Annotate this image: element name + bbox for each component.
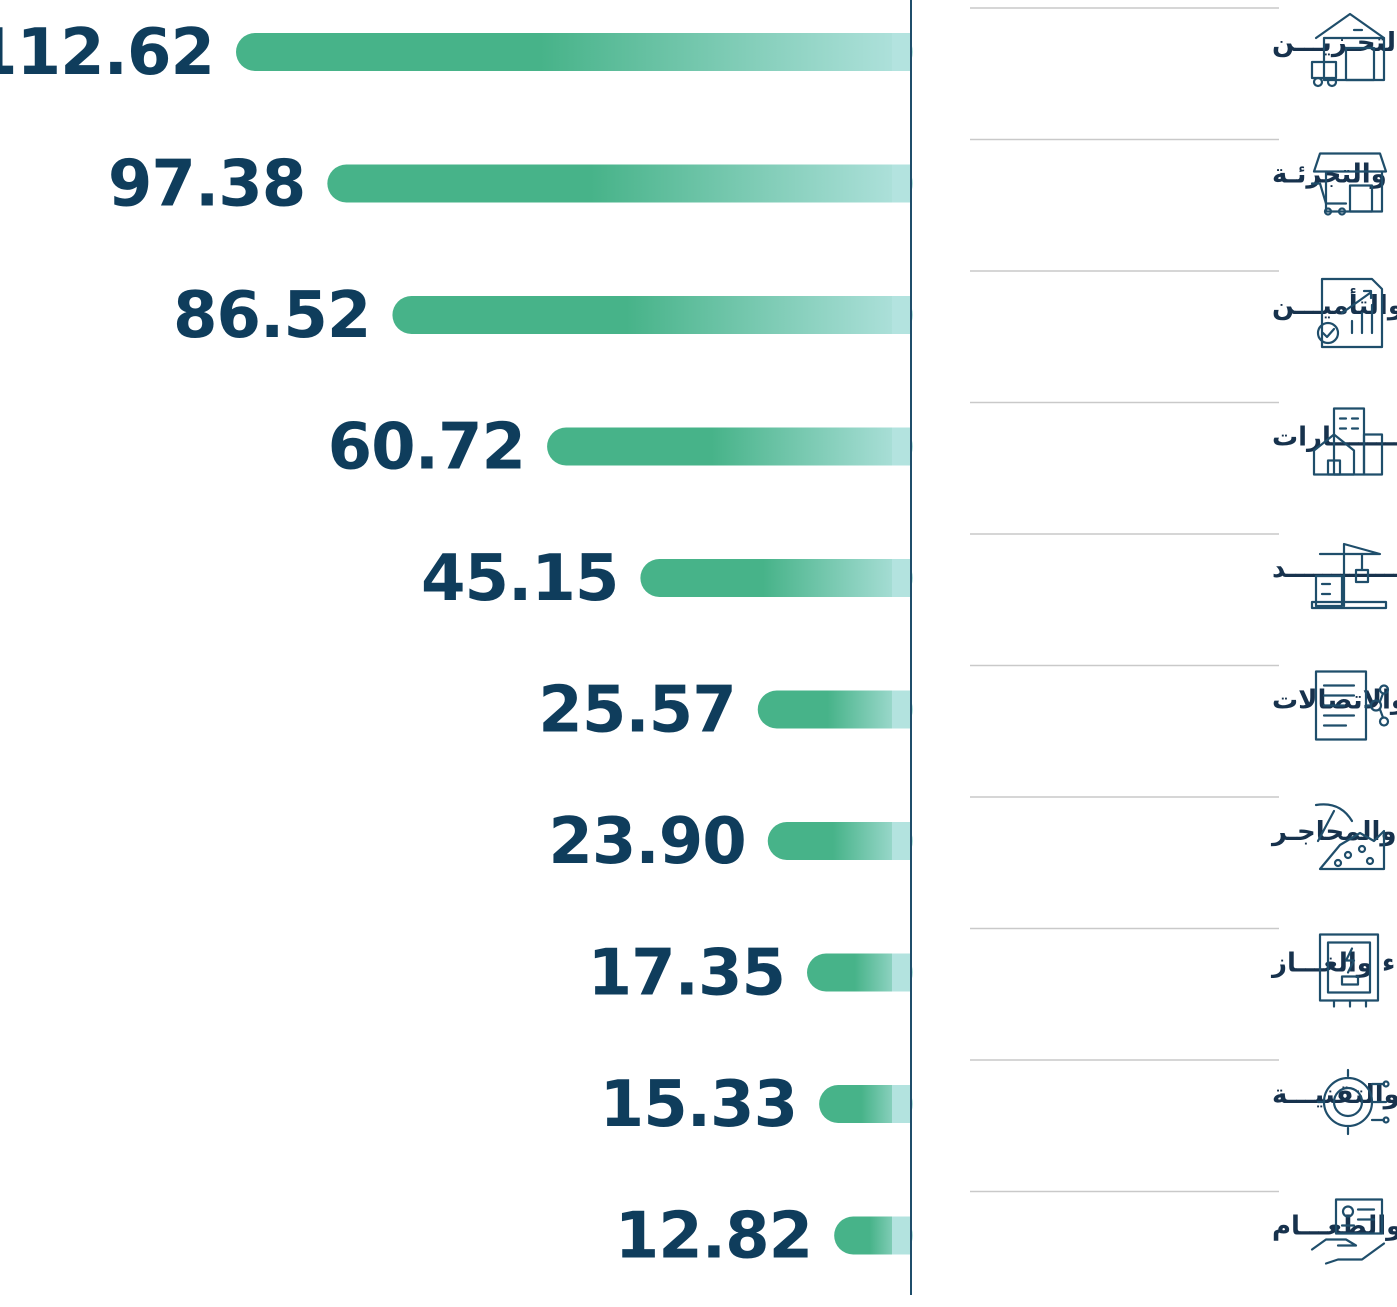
bar-value-label: 97.38 <box>108 148 305 222</box>
bar-value-label: 25.57 <box>538 674 735 748</box>
bar-value-label: 112.62 <box>0 16 214 90</box>
category-label: الكهربــــاء والغـــاز <box>1270 949 1397 979</box>
category-label: الإقامـــة والطعـــام <box>1272 1212 1397 1242</box>
bar-value-label: 15.33 <box>600 1068 797 1142</box>
bar-value-label: 12.82 <box>615 1200 812 1274</box>
finance-report-icon <box>1316 277 1384 349</box>
category-label: تجارة الجملة والتجزئـة <box>1272 160 1397 190</box>
bar-end <box>892 559 912 597</box>
bar-end <box>892 296 912 334</box>
category-label: التشييـــــــــــــد <box>1272 554 1397 584</box>
store-icon <box>1310 152 1388 216</box>
bar <box>767 822 913 860</box>
bar-end <box>892 164 912 203</box>
real-estate-icon <box>1312 407 1384 476</box>
bar-value-label: 45.15 <box>421 542 618 616</box>
electric-panel-icon <box>1318 933 1380 1008</box>
hand-card-icon <box>1310 1198 1386 1265</box>
category-label: الماليـــــة والتأميـــن <box>1272 288 1397 321</box>
bar <box>392 296 914 334</box>
bar <box>819 1085 913 1123</box>
category-label: النقـــل والتخـزيـــن <box>1272 28 1397 58</box>
bar-end <box>892 1216 912 1255</box>
category-label: التعديـــن والمحاجـر <box>1270 817 1397 847</box>
warehouse-icon <box>1310 12 1386 88</box>
bar-value-label: 23.90 <box>548 805 745 879</box>
crane-construction-icon <box>1310 542 1388 610</box>
bar <box>807 953 913 992</box>
bar-end <box>892 33 912 71</box>
bar-end <box>892 690 912 729</box>
bar-end <box>892 427 912 466</box>
bar <box>327 164 914 203</box>
pickaxe-mining-icon <box>1314 803 1386 871</box>
bar-value-label: 86.52 <box>173 279 370 353</box>
bar-end <box>892 822 912 860</box>
bar-value-label: 60.72 <box>328 411 525 485</box>
bar-end <box>892 1085 912 1123</box>
gear-brain-icon <box>1316 1068 1390 1136</box>
bar <box>547 427 913 466</box>
bar <box>640 559 913 597</box>
bar <box>757 690 913 729</box>
document-network-icon <box>1314 670 1390 741</box>
bar-value-label: 17.35 <box>588 937 785 1011</box>
bar <box>236 33 913 71</box>
bar-end <box>892 953 912 992</box>
